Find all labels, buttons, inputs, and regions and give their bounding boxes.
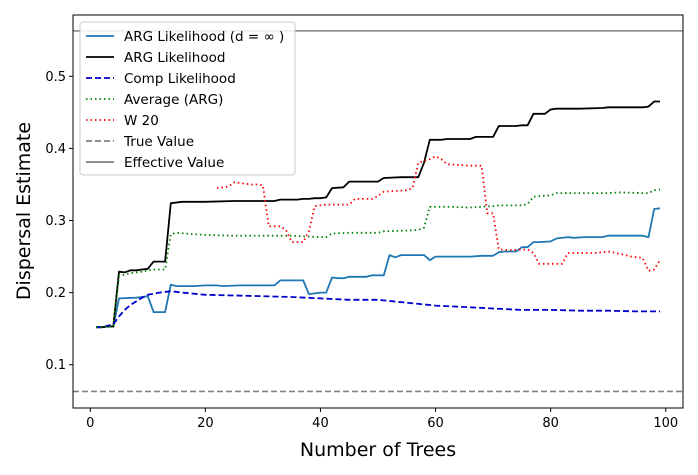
x-tick-label: 40 (312, 416, 329, 431)
legend-label: True Value (123, 134, 194, 150)
legend-label: Average (ARG) (124, 92, 223, 108)
y-axis: 0.1 0.2 0.3 0.4 0.5 (45, 70, 73, 373)
x-tick-label: 60 (427, 416, 444, 431)
legend-box (79, 21, 296, 176)
x-tick-label: 100 (653, 416, 678, 431)
legend: ARG Likelihood (d = ∞ ) ARG Likelihood Com… (79, 21, 296, 176)
x-axis: 0 20 40 60 80 100 (86, 408, 678, 431)
plot-frame (72, 14, 684, 409)
y-tick-label: 0.5 (45, 70, 66, 85)
y-axis-label: Dispersal Estimate (13, 122, 35, 300)
y-tick-label: 0.2 (45, 286, 66, 301)
y-tick-label: 0.1 (45, 358, 66, 373)
series-layer (96, 100, 661, 329)
legend-label: W 20 (124, 113, 159, 129)
x-tick-label: 20 (197, 416, 214, 431)
x-tick-label: 0 (86, 416, 94, 431)
x-tick-label: 80 (542, 416, 559, 431)
legend-label: ARG Likelihood (d = ∞ ) (124, 29, 284, 45)
y-tick-label: 0.4 (45, 142, 66, 157)
legend-label: ARG Likelihood (124, 50, 225, 66)
series-line-0 (96, 207, 661, 329)
legend-label: Comp Likelihood (124, 71, 236, 87)
series-line-2 (96, 290, 660, 329)
legend-label: Effective Value (124, 155, 224, 171)
x-axis-label: Number of Trees (300, 439, 456, 461)
y-tick-label: 0.3 (45, 214, 66, 229)
series-line-1 (96, 100, 660, 329)
